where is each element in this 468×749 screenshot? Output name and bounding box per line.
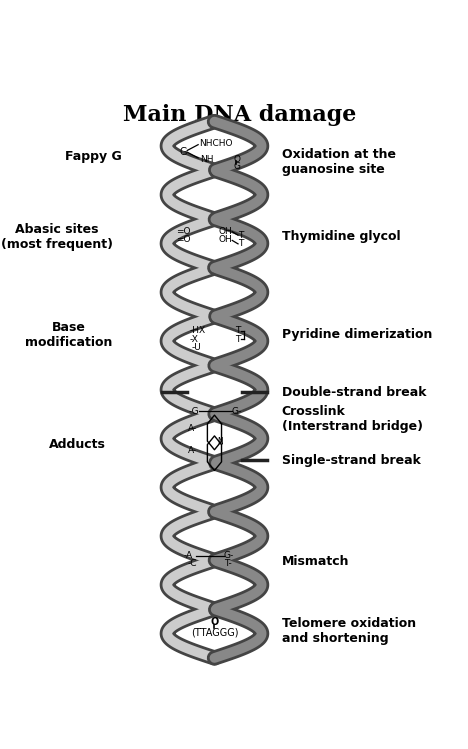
Text: Oxidation at the
guanosine site: Oxidation at the guanosine site — [282, 148, 395, 176]
Text: OH: OH — [219, 227, 232, 236]
Text: Telomere oxidation
and shortening: Telomere oxidation and shortening — [282, 617, 416, 645]
Text: Thymidine glycol: Thymidine glycol — [282, 231, 400, 243]
Text: Base
modification: Base modification — [25, 321, 112, 349]
Text: O: O — [210, 616, 219, 627]
Text: G: G — [234, 162, 241, 171]
Text: G-: G- — [223, 551, 234, 560]
Text: =O: =O — [176, 235, 191, 244]
Text: =O: =O — [176, 227, 191, 236]
Text: G-: G- — [231, 407, 241, 416]
Text: Abasic sites
(most frequent): Abasic sites (most frequent) — [1, 223, 113, 251]
Text: Fappy G: Fappy G — [65, 150, 122, 163]
Text: -C: -C — [187, 560, 197, 568]
Text: O: O — [234, 155, 241, 164]
Text: T: T — [238, 231, 244, 240]
Text: T: T — [238, 240, 244, 249]
Text: T: T — [235, 335, 241, 344]
Text: A-: A- — [188, 446, 197, 455]
Text: -HX: -HX — [189, 327, 205, 336]
Text: Adducts: Adducts — [49, 438, 106, 451]
Text: Double-strand break: Double-strand break — [282, 386, 426, 398]
Text: NH: NH — [200, 155, 213, 164]
Text: Crosslink
(Interstrand bridge): Crosslink (Interstrand bridge) — [282, 404, 423, 433]
Text: -X: -X — [189, 335, 198, 344]
Text: G: G — [180, 147, 187, 157]
Text: A-: A- — [188, 425, 197, 434]
Text: Pyridine dimerization: Pyridine dimerization — [282, 329, 432, 342]
Text: Single-strand break: Single-strand break — [282, 454, 420, 467]
Text: OH: OH — [219, 235, 232, 244]
Text: Mismatch: Mismatch — [282, 555, 349, 568]
Text: -U: -U — [192, 342, 202, 351]
Text: Main DNA damage: Main DNA damage — [123, 104, 357, 127]
Text: N: N — [218, 437, 223, 446]
Text: -G: -G — [188, 407, 199, 416]
Text: T-: T- — [224, 560, 232, 568]
Text: T: T — [235, 327, 241, 336]
Text: (TTAGGG): (TTAGGG) — [191, 627, 238, 637]
Text: NHCHO: NHCHO — [199, 139, 233, 148]
Text: -A: -A — [184, 551, 193, 560]
